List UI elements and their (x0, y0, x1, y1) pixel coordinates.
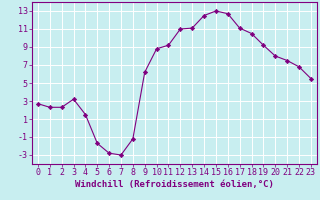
X-axis label: Windchill (Refroidissement éolien,°C): Windchill (Refroidissement éolien,°C) (75, 180, 274, 189)
